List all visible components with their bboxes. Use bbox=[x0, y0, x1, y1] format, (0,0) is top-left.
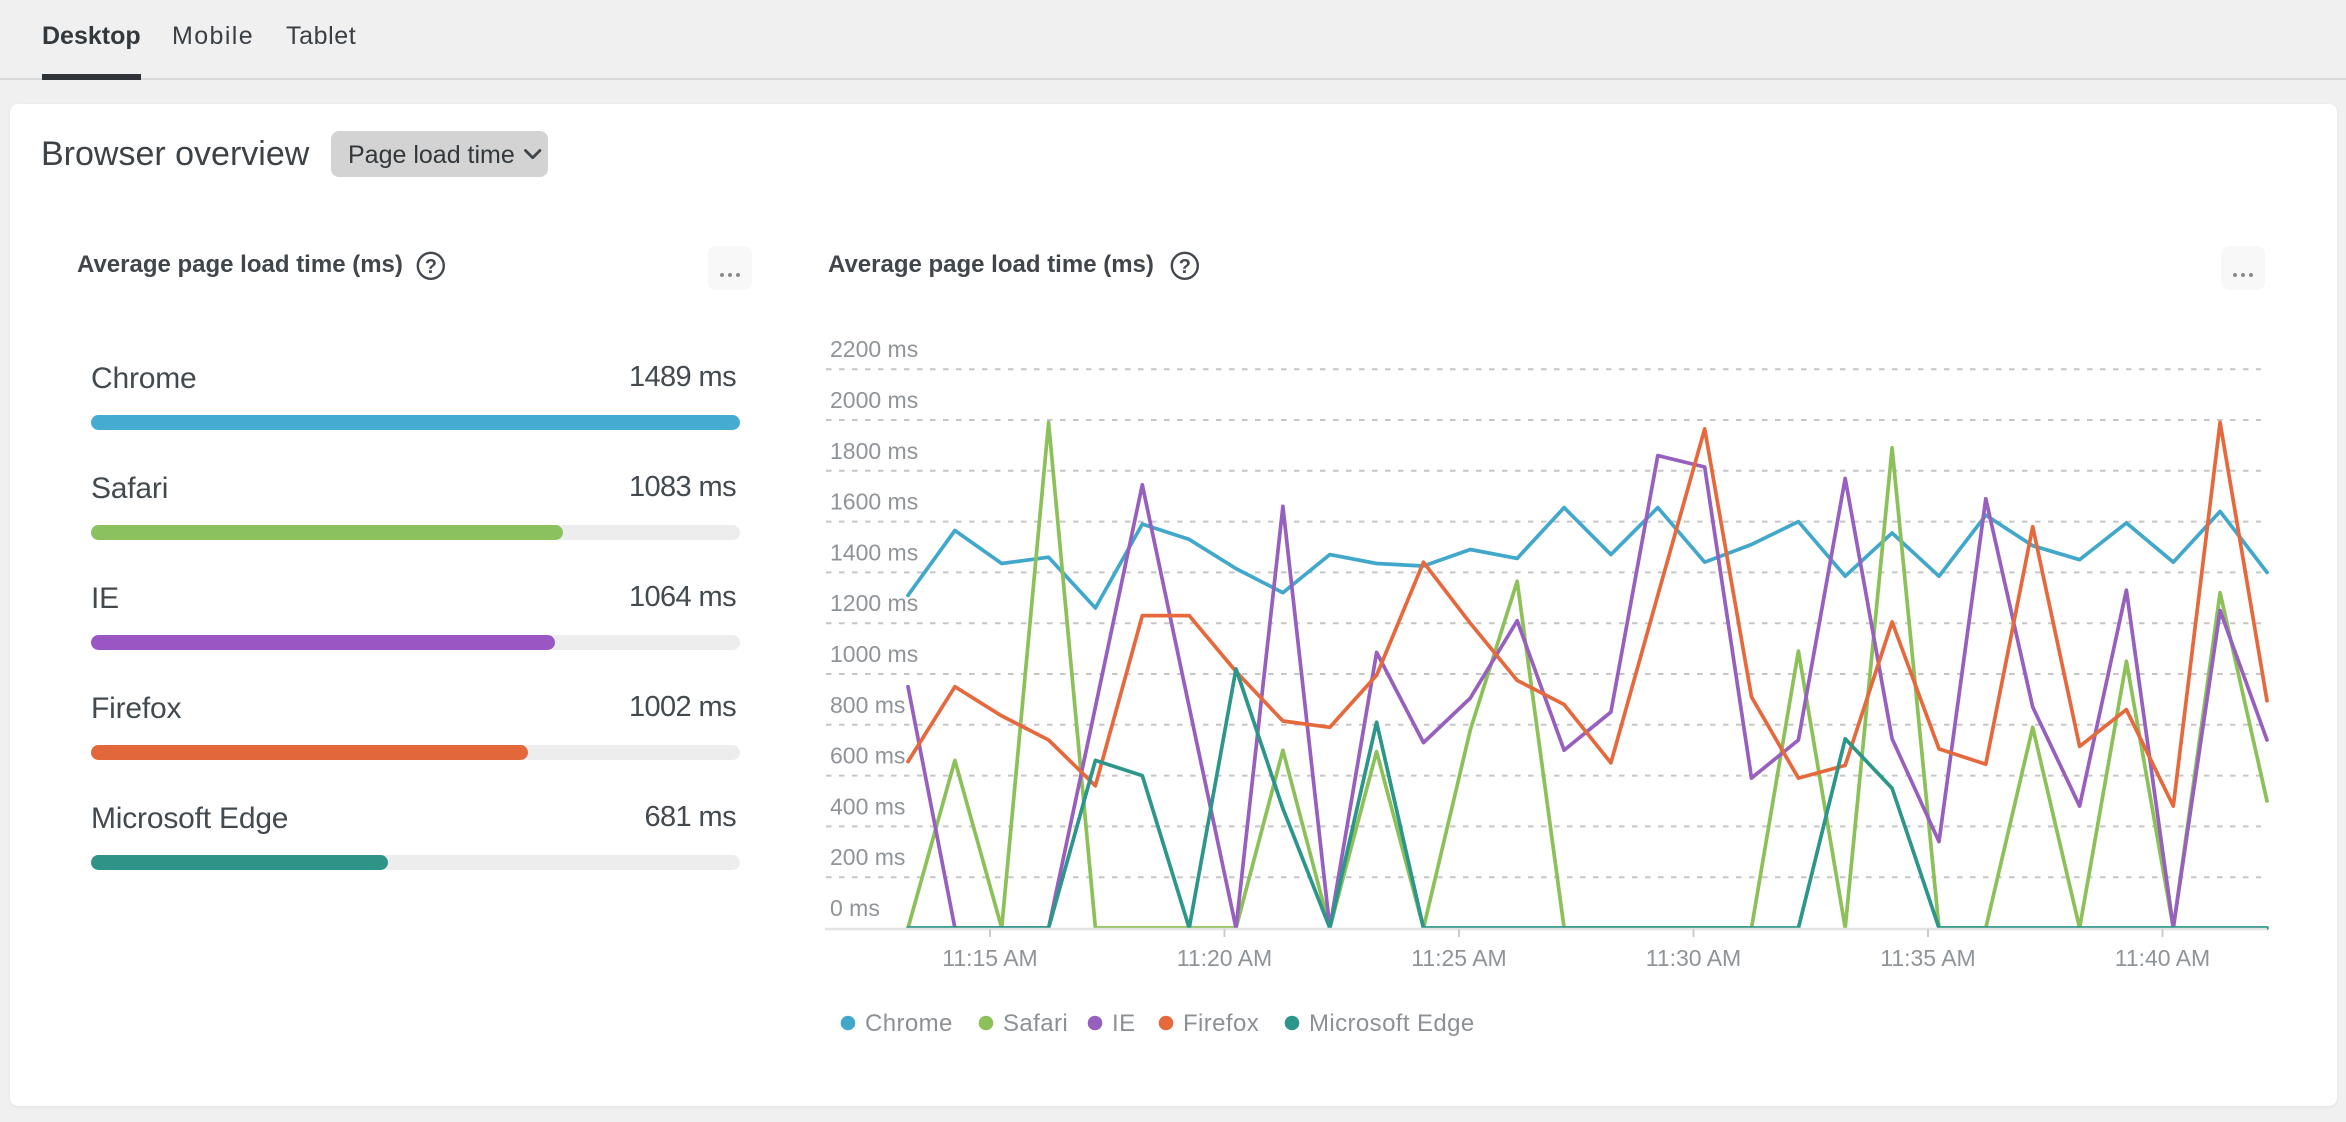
svg-text:0 ms: 0 ms bbox=[830, 895, 880, 921]
svg-text:Safari: Safari bbox=[1003, 1010, 1068, 1037]
svg-text:11:25 AM: 11:25 AM bbox=[1411, 945, 1506, 971]
svg-text:1600 ms: 1600 ms bbox=[830, 489, 918, 515]
svg-text:Firefox: Firefox bbox=[1183, 1010, 1259, 1037]
svg-text:600 ms: 600 ms bbox=[830, 743, 905, 769]
svg-text:1200 ms: 1200 ms bbox=[830, 590, 918, 616]
svg-text:Microsoft Edge: Microsoft Edge bbox=[1309, 1010, 1475, 1037]
svg-text:2200 ms: 2200 ms bbox=[830, 336, 918, 362]
svg-text:?: ? bbox=[425, 256, 437, 278]
svg-text:11:30 AM: 11:30 AM bbox=[1646, 945, 1741, 971]
svg-text:11:35 AM: 11:35 AM bbox=[1880, 945, 1975, 971]
svg-text:1800 ms: 1800 ms bbox=[830, 438, 918, 464]
svg-text:IE: IE bbox=[1112, 1010, 1135, 1037]
svg-text:?: ? bbox=[1179, 256, 1191, 278]
svg-text:1000 ms: 1000 ms bbox=[830, 641, 918, 667]
svg-text:Chrome: Chrome bbox=[865, 1010, 953, 1037]
svg-text:2000 ms: 2000 ms bbox=[830, 387, 918, 413]
svg-text:400 ms: 400 ms bbox=[830, 793, 905, 819]
svg-text:800 ms: 800 ms bbox=[830, 692, 905, 718]
svg-text:11:15 AM: 11:15 AM bbox=[942, 945, 1037, 971]
svg-text:200 ms: 200 ms bbox=[830, 844, 905, 870]
svg-text:11:20 AM: 11:20 AM bbox=[1177, 945, 1272, 971]
svg-text:1400 ms: 1400 ms bbox=[830, 539, 918, 565]
svg-text:11:40 AM: 11:40 AM bbox=[2115, 945, 2210, 971]
